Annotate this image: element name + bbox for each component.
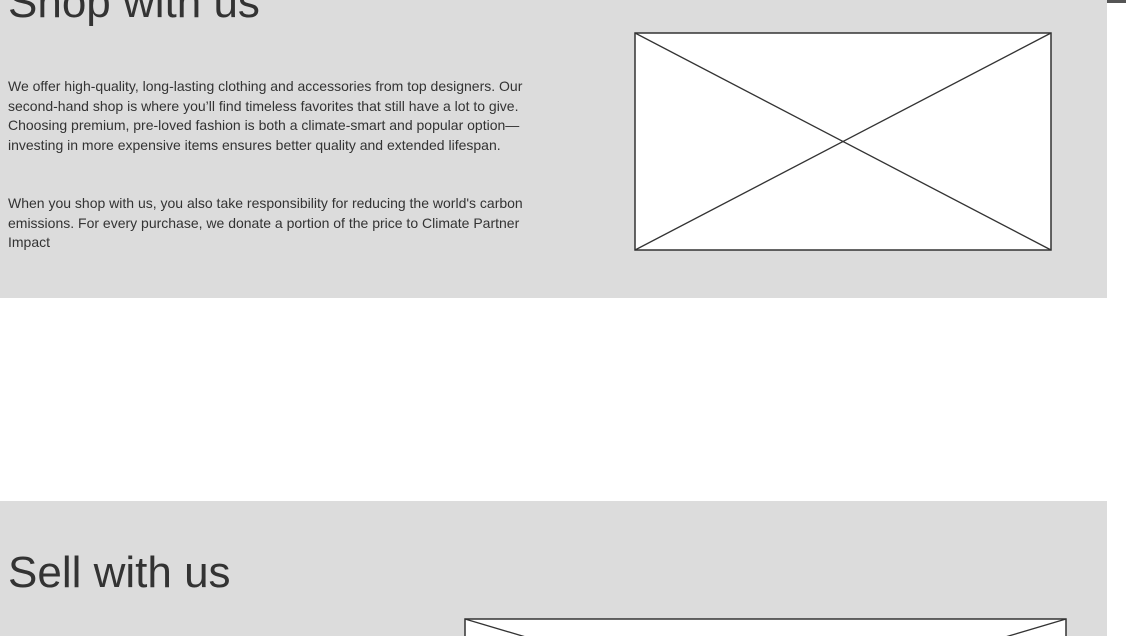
- sell-section: Sell with us: [0, 501, 1107, 636]
- paragraph: We offer high-quality, long-lasting clot…: [8, 78, 523, 153]
- paragraph: When you shop with us, you also take res…: [8, 195, 523, 250]
- image-placeholder: [634, 32, 1052, 251]
- section-heading: Shop with us: [8, 0, 260, 27]
- image-placeholder: [464, 618, 1067, 636]
- section-heading: Sell with us: [8, 548, 231, 597]
- shop-section: Shop with us We offer high-quality, long…: [0, 0, 1107, 298]
